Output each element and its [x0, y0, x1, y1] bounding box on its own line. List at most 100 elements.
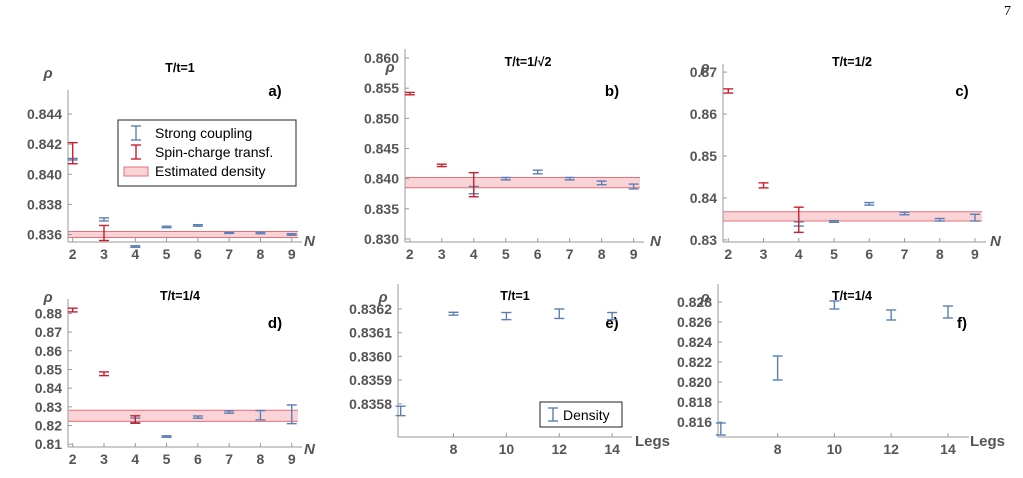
x-tick-label: 2	[406, 246, 414, 262]
x-tick-label: 7	[225, 246, 233, 262]
x-tick-label: 5	[830, 246, 838, 262]
chart-panel-e: 8 10 12 14 0.8358 0.8359 0.8360 0.8361 0.8362 T/t…	[349, 284, 670, 457]
legend-spin-charge-symbol	[131, 144, 141, 160]
legend-density-symbol	[548, 407, 558, 422]
y-tick-label: 0.81	[35, 436, 62, 452]
estimated-density-band	[405, 177, 640, 188]
x-tick-label: 4	[795, 246, 803, 262]
data-point-errorbar	[395, 405, 406, 417]
legend-spin-charge-label: Spin-charge transf.	[155, 144, 273, 160]
y-tick-label: 0.8358	[349, 396, 392, 412]
y-tick-label: 0.83	[690, 232, 717, 248]
data-point-errorbar	[286, 233, 297, 236]
data-point-errorbar	[607, 311, 618, 321]
chart-panel-a: 2 3 4 5 6 7 8 9 0.836 0.838 0.840 0.842 0.844 T/t=1 a)…	[27, 61, 316, 262]
x-tick-label: 4	[131, 451, 139, 467]
data-point-errorbar	[829, 300, 840, 310]
legend-main: Strong coupling Spin-charge transf. Estima…	[117, 119, 297, 187]
data-point-errorbar	[501, 311, 512, 321]
y-tick-label: 0.85	[690, 148, 717, 164]
x-tick-label: 8	[598, 246, 606, 262]
data-point-errorbar	[98, 224, 109, 242]
y-tick-label: 0.82	[35, 418, 62, 434]
x-tick-label: 2	[724, 246, 732, 262]
y-tick-label: 0.826	[677, 314, 712, 330]
data-point-errorbar	[468, 171, 479, 198]
data-point-errorbar	[224, 410, 235, 414]
data-point-errorbar	[98, 371, 109, 377]
estimated-density-band	[723, 211, 982, 222]
y-tick-label: 0.836	[27, 226, 62, 242]
data-point-errorbar	[886, 309, 897, 321]
chart-panel-f: 8 10 12 14 0.816 0.818 0.820 0.822 0.824 0.826 0.8…	[677, 284, 1005, 457]
x-tick-label: 9	[630, 246, 638, 262]
chart-title: T/t=1/√2	[505, 55, 552, 69]
data-point-errorbar	[596, 180, 607, 186]
x-tick-label: 8	[774, 441, 782, 457]
data-point-errorbar	[161, 225, 172, 229]
data-point-errorbar	[772, 355, 783, 381]
y-tick-label: 0.860	[364, 50, 399, 66]
panel-label: f)	[957, 315, 967, 332]
chart-title: T/t=1/2	[832, 55, 872, 69]
x-tick-label: 5	[502, 246, 510, 262]
panel-label: c)	[955, 83, 968, 100]
panel-label: a)	[268, 83, 281, 100]
data-point-errorbar	[942, 305, 953, 319]
estimated-density-band	[68, 231, 298, 238]
data-point-errorbar	[224, 231, 235, 235]
x-tick-label: 14	[940, 441, 956, 457]
x-tick-label: 2	[69, 246, 77, 262]
x-tick-label: 9	[288, 451, 296, 467]
y-tick-label: 0.838	[27, 196, 62, 212]
y-axis-label: ρ	[42, 65, 52, 82]
y-tick-label: 0.828	[677, 294, 712, 310]
x-axis-label: Legs	[970, 433, 1005, 450]
data-point-errorbar	[864, 201, 875, 206]
x-tick-label: 5	[163, 451, 171, 467]
y-tick-label: 0.840	[27, 166, 62, 182]
data-point-errorbar	[404, 91, 415, 96]
y-tick-label: 0.83	[35, 399, 62, 415]
chart-title: T/t=1	[500, 289, 530, 303]
y-tick-label: 0.86	[35, 343, 62, 359]
y-tick-label: 0.835	[364, 201, 399, 217]
data-point-errorbar	[192, 223, 203, 227]
y-tick-label: 0.845	[364, 141, 399, 157]
data-point-errorbar	[934, 217, 945, 222]
x-tick-label: 12	[551, 441, 567, 457]
y-tick-label: 0.822	[677, 354, 712, 370]
y-tick-label: 0.88	[35, 305, 62, 321]
data-point-errorbar	[161, 435, 172, 438]
y-tick-label: 0.8361	[349, 325, 392, 341]
y-tick-label: 0.8359	[349, 372, 392, 388]
x-tick-label: 8	[257, 246, 265, 262]
x-tick-label: 4	[470, 246, 478, 262]
legend-strong-coupling-symbol	[131, 125, 141, 141]
estimated-density-band	[68, 410, 298, 422]
y-axis-label: ρ	[42, 289, 52, 306]
data-point-errorbar	[500, 176, 511, 181]
x-tick-label: 6	[534, 246, 542, 262]
x-tick-label: 9	[288, 246, 296, 262]
y-tick-label: 0.850	[364, 110, 399, 126]
data-point-errorbar	[448, 311, 459, 316]
y-axis-label: ρ	[384, 59, 394, 76]
x-axis-label: N	[990, 233, 1002, 250]
x-axis-label: N	[304, 233, 316, 250]
y-tick-label: 0.816	[677, 414, 712, 430]
chart-title: T/t=1	[165, 61, 195, 75]
data-point-errorbar	[532, 169, 543, 175]
x-tick-label: 10	[499, 441, 515, 457]
data-point-errorbar	[564, 176, 575, 181]
y-tick-label: 0.8360	[349, 348, 392, 364]
x-tick-label: 7	[566, 246, 574, 262]
x-tick-label: 5	[163, 246, 171, 262]
chart-panel-b: 2 3 4 5 6 7 8 9 0.830 0.835 0.840 0.845 0.850 0.855 0.…	[364, 49, 662, 262]
x-tick-label: 10	[827, 441, 843, 457]
y-tick-label: 0.8362	[349, 301, 392, 317]
data-point-errorbar	[554, 308, 565, 320]
y-tick-label: 0.85	[35, 361, 62, 377]
panel-label: b)	[605, 83, 619, 100]
